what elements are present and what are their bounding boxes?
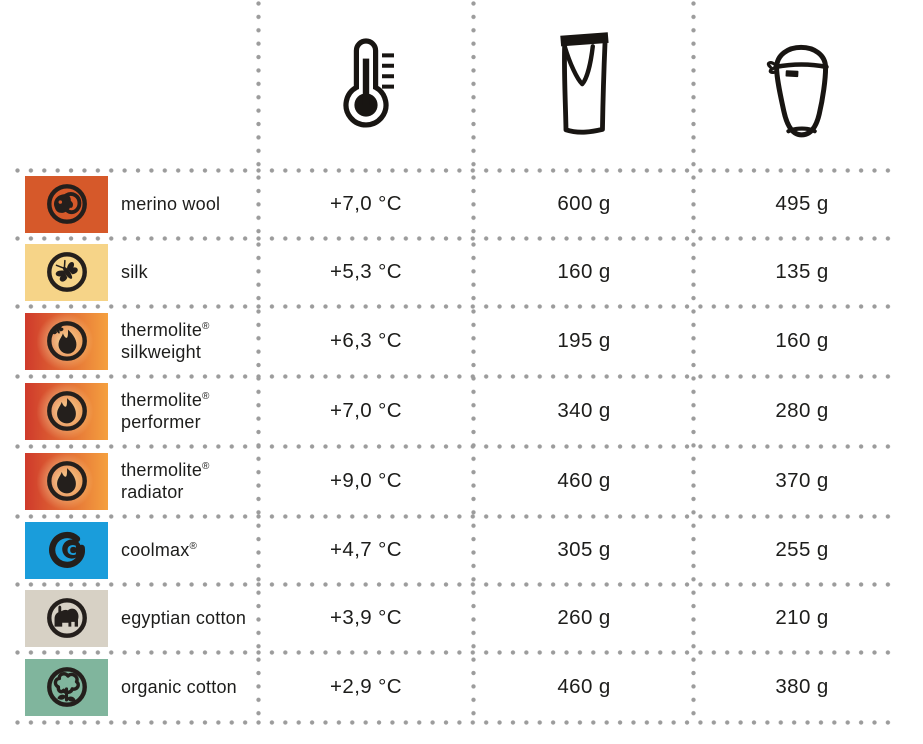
mummy-liner-weight-value: 210 g — [775, 606, 829, 629]
mummy-liner-weight-value: 135 g — [775, 260, 829, 283]
comfort-temperature-value: +5,3 °C — [330, 260, 402, 283]
dotted-divider-horizontal — [14, 303, 892, 310]
material-swatch — [25, 382, 108, 440]
table-row: organic cotton +2,9 °C 460 g 380 g — [0, 652, 923, 722]
dotted-divider-horizontal — [14, 581, 892, 588]
comfort-temperature-value: +4,7 °C — [330, 538, 402, 561]
comfort-temperature-value: +2,9 °C — [330, 675, 402, 698]
comfort-temperature-value: +6,3 °C — [330, 329, 402, 352]
table-row: thermolite® performer +7,0 °C 340 g 280 … — [0, 376, 923, 446]
flame-moth-icon — [46, 321, 87, 361]
table-row: merino wool +7,0 °C 600 g 495 g — [0, 170, 923, 238]
mummy-liner-weight-value: 380 g — [775, 675, 829, 698]
table-row: thermolite® silkweight +6,3 °C 195 g 160… — [0, 306, 923, 376]
ram-icon — [46, 184, 87, 224]
comfort-temperature-value: +7,0 °C — [330, 399, 402, 422]
material-name: thermolite® radiator — [121, 460, 210, 502]
cotton-boll-icon — [46, 667, 87, 707]
mummy-liner-icon — [766, 45, 829, 138]
coolmax-c-icon: C — [48, 532, 85, 568]
dotted-divider-horizontal — [14, 513, 892, 520]
material-swatch — [25, 589, 108, 647]
material-name: coolmax® — [121, 540, 198, 560]
material-swatch — [25, 452, 108, 510]
temperature-column-header — [258, 0, 474, 170]
rect-liner-weight-value: 260 g — [557, 606, 611, 629]
dotted-divider-vertical — [690, 0, 697, 722]
dotted-divider-horizontal — [14, 443, 892, 450]
mummy-liner-weight-value: 160 g — [775, 329, 829, 352]
dotted-divider-horizontal — [14, 167, 892, 174]
material-name: thermolite® silkweight — [121, 320, 210, 362]
rect-liner-weight-value: 305 g — [557, 538, 611, 561]
dotted-divider-horizontal — [14, 649, 892, 656]
rect-liner-weight-value: 160 g — [557, 260, 611, 283]
dotted-divider-vertical — [470, 0, 477, 722]
rect-liner-weight-value: 460 g — [557, 469, 611, 492]
comfort-temperature-value: +3,9 °C — [330, 606, 402, 629]
dotted-divider-horizontal — [14, 373, 892, 380]
svg-text:C: C — [66, 544, 76, 559]
rect-liner-weight-value: 340 g — [557, 399, 611, 422]
material-swatch: C — [25, 521, 108, 579]
flame-icon — [46, 391, 87, 431]
rectangular-liner-icon — [560, 32, 609, 135]
material-name: thermolite® performer — [121, 390, 210, 432]
table-row: egyptian cotton +3,9 °C 260 g 210 g — [0, 584, 923, 652]
mummy-liner-weight-value: 280 g — [775, 399, 829, 422]
table-row: thermolite® radiator +9,0 °C 460 g 370 g — [0, 446, 923, 516]
rect-liner-weight-value: 195 g — [557, 329, 611, 352]
comfort-temperature-value: +7,0 °C — [330, 192, 402, 215]
material-swatch — [25, 243, 108, 301]
material-name: egyptian cotton — [121, 608, 247, 628]
dotted-divider-horizontal — [14, 719, 892, 726]
mummy-liner-weight-value: 255 g — [775, 538, 829, 561]
thermometer-icon — [343, 38, 394, 128]
table-row: silk +5,3 °C 160 g 135 g — [0, 238, 923, 306]
material-name: silk — [121, 262, 148, 282]
camel-icon — [46, 598, 87, 638]
material-name: organic cotton — [121, 677, 237, 697]
material-swatch — [25, 312, 108, 370]
silkworm-moth-icon — [46, 252, 87, 292]
material-swatch — [25, 175, 108, 233]
mummy-liner-weight-value: 495 g — [775, 192, 829, 215]
rect-liner-weight-value: 600 g — [557, 192, 611, 215]
dotted-divider-vertical — [255, 0, 262, 722]
mummy-liner-column-header — [694, 0, 910, 170]
rect-liner-weight-value: 460 g — [557, 675, 611, 698]
table-row: C coolmax® +4,7 °C 305 g 255 g — [0, 516, 923, 584]
flame-icon — [46, 461, 87, 501]
material-name: merino wool — [121, 194, 221, 214]
mummy-liner-weight-value: 370 g — [775, 469, 829, 492]
comfort-temperature-value: +9,0 °C — [330, 469, 402, 492]
material-swatch — [25, 658, 108, 716]
rectangular-liner-column-header — [474, 0, 694, 170]
dotted-divider-horizontal — [14, 235, 892, 242]
